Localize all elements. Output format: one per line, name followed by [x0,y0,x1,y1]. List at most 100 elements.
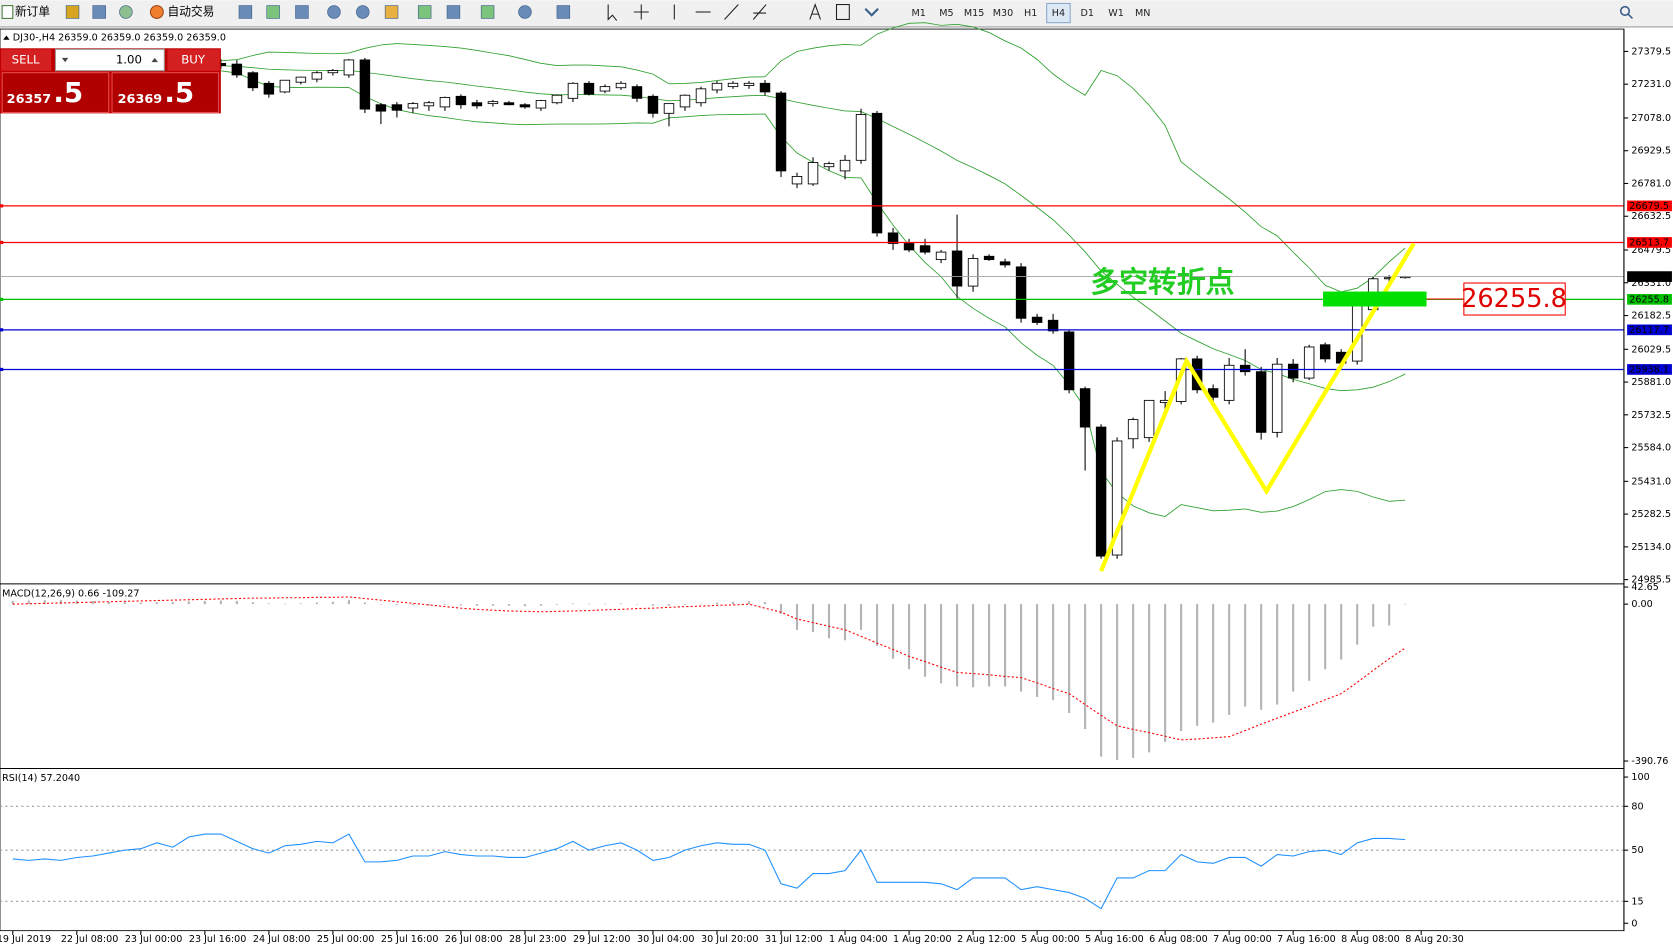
y-tick-label: 26929.5 [1631,146,1671,157]
timeframe[interactable]: M30 [993,8,1014,19]
macd-bar [1404,603,1407,605]
macd-bar [875,604,879,646]
crosshair-tool[interactable] [633,4,649,20]
candle-body [727,82,739,88]
sell-label: SELL [12,53,40,67]
timeframe[interactable]: MN [1135,8,1150,19]
level-tag-label: 25938.1 [1629,364,1669,375]
tool-icon[interactable] [356,5,370,19]
level-tag [1627,237,1672,248]
candle-body [423,102,435,107]
tool-icon[interactable] [417,5,432,19]
macd-bar [59,600,62,605]
x-tick-label: 25 Jul 16:00 [381,934,439,945]
x-tick-label: 2 Aug 12:00 [957,934,1016,945]
macd-bar [571,603,575,605]
macd-bar [395,604,398,605]
macd-bar [972,604,975,688]
candle-body [343,59,355,76]
candle-body [743,82,755,86]
arrow-tool[interactable] [864,8,879,17]
macd-bar [939,604,943,684]
new-order-button[interactable]: 新订单 [1,5,50,19]
tool-icon[interactable] [556,5,571,19]
y-tick-label: 80 [1631,801,1643,812]
timeframe[interactable]: M5 [939,8,953,19]
timeframe[interactable]: D1 [1080,8,1094,19]
macd-bar [283,603,286,605]
trendline-tool[interactable] [724,4,739,20]
tool-icon[interactable] [480,5,495,19]
tool-icon[interactable] [518,5,532,19]
macd-bar [443,604,446,605]
text-tool[interactable] [809,2,821,20]
timeframe[interactable]: M15 [964,8,984,19]
macd-bar [43,600,46,605]
candle-body [679,94,691,108]
bollinger-band [12,65,1406,392]
tool-icon[interactable] [327,5,341,19]
macd-bar [523,604,527,607]
candle-body [1047,319,1059,332]
lots-spinner[interactable] [151,57,158,63]
candle-body [231,63,243,76]
timeframe[interactable]: W1 [1108,8,1124,19]
macd-bar [11,600,14,605]
buy-button[interactable] [167,49,220,71]
search-icon[interactable] [1619,5,1631,17]
macd-bar [139,602,142,605]
buy-price-box[interactable] [111,72,220,113]
macd-bar [1164,604,1167,742]
level-tag-label: 26679.5 [1629,201,1669,212]
plot-area [0,22,1624,910]
tool-icon[interactable] [65,5,80,19]
tool-icon[interactable] [295,5,309,19]
candle-body [1175,358,1187,402]
macd-bar [1228,604,1231,715]
timeframe[interactable]: H1 [1024,8,1037,19]
auto-trade-button[interactable]: 自动交易 [149,5,214,19]
candle-body [647,95,659,114]
label-tool[interactable] [835,4,850,21]
candle-body [487,101,499,105]
y-tick-label: 26029.5 [1631,344,1671,355]
macd-bar [507,604,511,606]
tool-icon[interactable] [238,5,253,19]
tool-icon[interactable] [446,5,461,19]
sell-button[interactable] [1,49,52,71]
macd-bar [715,602,719,605]
candle-body [631,86,643,99]
macd-bar [1068,604,1071,713]
active-timeframe-highlight [1046,2,1071,24]
macd-bar [1356,604,1359,645]
collapse-icon[interactable] [3,35,10,40]
macd-bar [683,604,687,605]
channel-tool[interactable] [752,4,767,20]
lots-dropdown[interactable] [61,57,69,63]
candle-body [471,102,483,107]
cursor-tool[interactable] [607,4,618,21]
lots-value: 1.00 [116,53,142,67]
tool-icon[interactable] [384,5,399,19]
tool-icon[interactable] [119,5,133,19]
macd-bar [667,604,671,606]
level-tag [1627,294,1672,305]
y-tick-label: 27078.0 [1631,113,1671,124]
tool-icon[interactable] [266,5,280,19]
macd-bar [1260,604,1263,710]
tool-icon[interactable] [92,5,106,19]
level-anchor [0,328,4,332]
sell-price-box[interactable] [1,72,110,113]
macd-bar [907,604,911,670]
candle-body [455,95,467,106]
lots-input[interactable] [54,48,165,72]
macd-bar [363,602,366,605]
timeframe[interactable]: H4 [1052,8,1065,19]
macd-bar [91,600,94,605]
candle-body [935,251,947,261]
timeframe[interactable]: M1 [911,8,925,19]
x-tick-label: 23 Jul 00:00 [125,934,183,945]
x-tick-label: 29 Jul 12:00 [573,934,631,945]
macd-bar [411,604,414,606]
